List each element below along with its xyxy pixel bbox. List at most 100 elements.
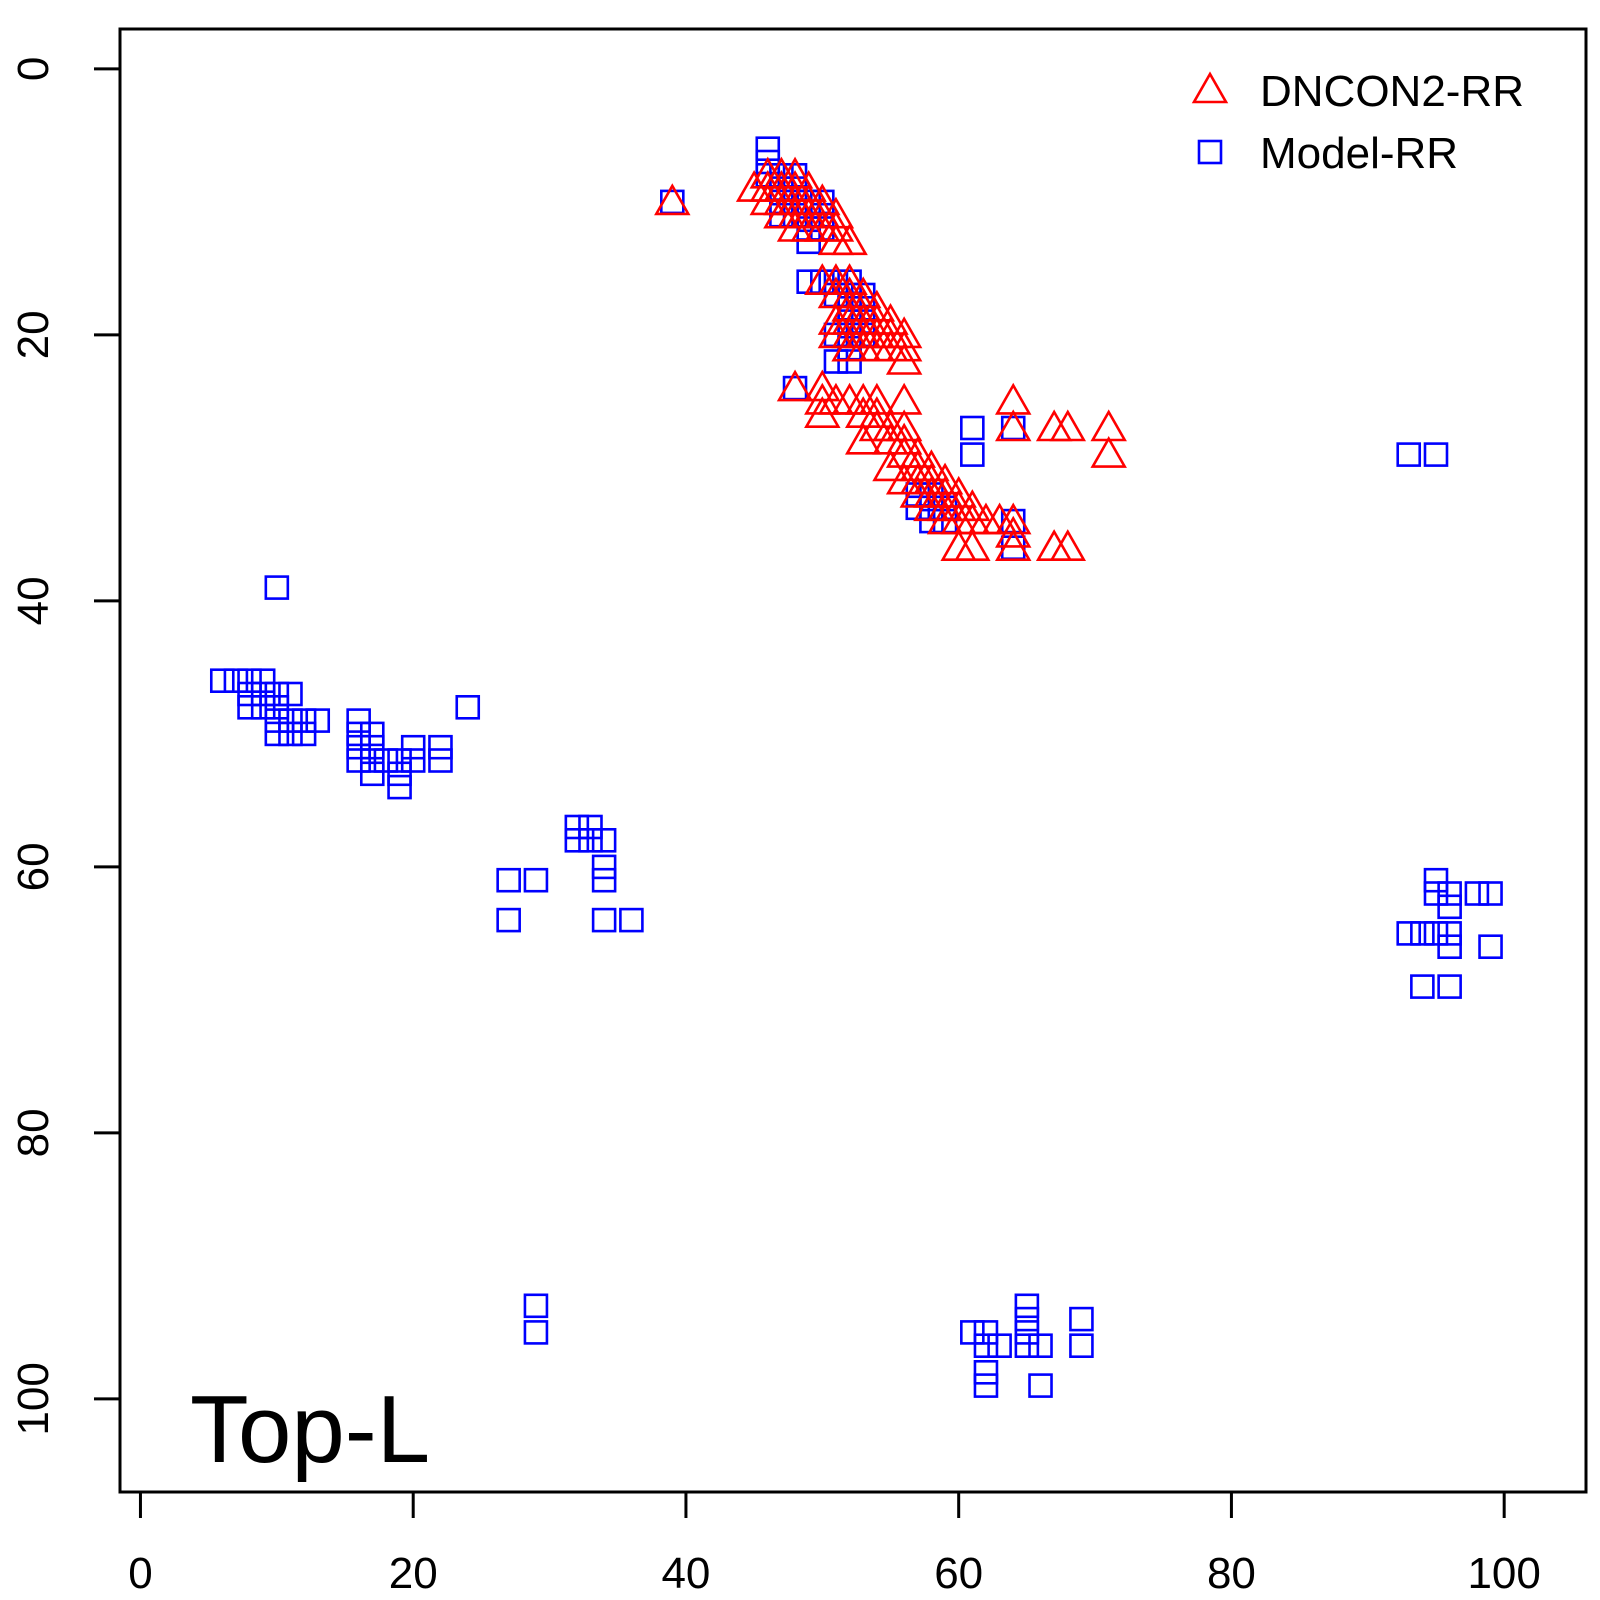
square-point	[960, 415, 985, 441]
square-point	[264, 694, 290, 720]
square-point	[278, 681, 303, 707]
square-point	[1069, 1333, 1094, 1358]
square-point	[291, 721, 317, 747]
legend: DNCON2-RR Model-RR	[1191, 67, 1524, 178]
square-point	[387, 761, 412, 787]
square-point	[359, 734, 385, 760]
square-point	[973, 1333, 999, 1358]
triangle-point	[885, 329, 923, 362]
triangle-point	[1049, 409, 1087, 442]
square-point	[305, 708, 331, 733]
x-tick-label: 40	[661, 1549, 710, 1598]
square-point	[1396, 442, 1422, 467]
square-point	[264, 575, 290, 600]
square-point	[1028, 1333, 1053, 1358]
square-point	[250, 681, 276, 707]
square-point	[373, 748, 399, 773]
triangle-point	[654, 183, 691, 216]
square-point	[264, 708, 290, 733]
square-point	[359, 721, 385, 747]
y-tick-label: 20	[9, 310, 58, 359]
square-point	[1478, 881, 1503, 906]
square-point	[387, 774, 412, 800]
square-point	[237, 694, 262, 720]
square-point	[1014, 1333, 1040, 1358]
square-point	[455, 694, 481, 720]
square-point	[278, 721, 303, 747]
triangle-point	[1049, 529, 1087, 562]
square-point	[496, 907, 521, 933]
triangle-point	[994, 515, 1032, 548]
x-tick-label: 20	[389, 1549, 438, 1598]
y-axis: 0 20 40 60 80 100	[9, 57, 122, 1436]
y-tick-label: 0	[9, 57, 58, 81]
square-point	[1437, 894, 1462, 920]
square-point	[237, 668, 262, 694]
square-point	[523, 1293, 549, 1319]
triangle-point	[831, 316, 868, 349]
square-point	[291, 708, 317, 733]
square-point	[1437, 934, 1462, 960]
square-point	[237, 681, 262, 707]
square-point	[755, 136, 781, 161]
legend-square-marker	[1197, 139, 1223, 165]
square-point	[387, 748, 412, 773]
square-point	[346, 748, 371, 773]
series-dncon2-rr	[654, 156, 1127, 562]
square-point	[1437, 974, 1462, 999]
square-point	[346, 734, 371, 760]
square-point	[1410, 974, 1435, 999]
triangle-point	[994, 529, 1032, 562]
x-tick-label: 60	[934, 1549, 983, 1598]
square-point	[264, 681, 290, 707]
square-point	[428, 748, 453, 773]
square-point	[209, 668, 235, 694]
y-tick-label: 80	[9, 1108, 58, 1157]
square-point	[1069, 1306, 1094, 1332]
series-model-rr	[209, 136, 1503, 1398]
triangle-point	[817, 209, 855, 242]
square-point	[1423, 442, 1449, 467]
square-point	[359, 761, 385, 787]
triangle-point	[994, 382, 1032, 415]
y-tick-label: 60	[9, 842, 58, 891]
square-point	[591, 867, 617, 893]
square-point	[1464, 881, 1490, 906]
triangle-point	[994, 409, 1032, 442]
square-point	[359, 748, 385, 773]
square-point	[1437, 881, 1462, 906]
square-point	[1014, 1306, 1040, 1332]
square-point	[1423, 867, 1449, 893]
square-point	[1396, 921, 1422, 946]
triangle-point	[885, 382, 923, 415]
square-point	[250, 668, 276, 694]
triangle-point	[1090, 435, 1127, 468]
square-point	[250, 694, 276, 720]
y-tick-label: 100	[9, 1362, 58, 1435]
square-point	[1437, 921, 1462, 946]
square-point	[591, 907, 617, 933]
square-point	[496, 867, 521, 893]
y-tick-label: 40	[9, 576, 58, 625]
square-point	[564, 814, 590, 840]
x-axis: 0 20 40 60 80 100	[128, 1490, 1541, 1598]
data-points	[209, 136, 1503, 1398]
plot-frame	[118, 27, 1588, 1494]
triangle-point	[1090, 409, 1127, 442]
square-point	[960, 1320, 985, 1345]
square-point	[346, 721, 371, 747]
legend-triangle-marker	[1191, 71, 1229, 104]
square-point	[1410, 921, 1435, 946]
square-point	[973, 1360, 999, 1385]
triangle-point	[844, 329, 882, 362]
square-point	[346, 708, 371, 733]
square-point	[578, 814, 603, 840]
legend-label: Model-RR	[1260, 129, 1458, 178]
triangle-point	[858, 396, 896, 429]
triangle-point	[831, 223, 868, 256]
square-point	[973, 1373, 999, 1398]
square-point	[960, 442, 985, 467]
square-point	[278, 708, 303, 733]
x-tick-label: 100	[1467, 1549, 1540, 1598]
